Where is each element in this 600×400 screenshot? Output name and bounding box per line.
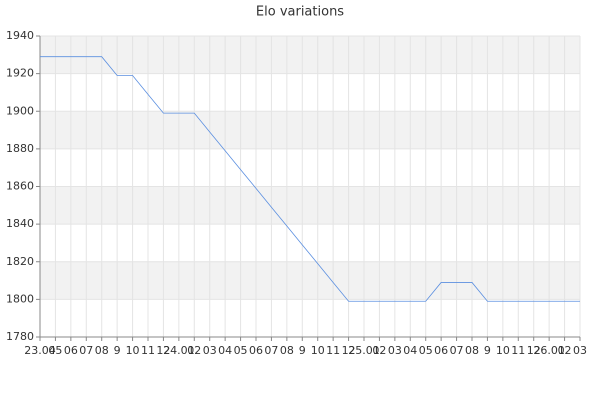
grid-band — [40, 261, 580, 300]
x-tick-label: 05 — [234, 344, 248, 357]
grid-band — [40, 36, 580, 74]
x-tick-label: 06 — [434, 344, 448, 357]
x-tick-label: 10 — [126, 344, 140, 357]
x-tick-label: 25.01 — [348, 344, 380, 357]
x-tick-label: 11 — [141, 344, 155, 357]
x-tick-label: 03 — [573, 344, 587, 357]
y-tick-label: 1900 — [6, 104, 34, 117]
x-tick-label: 04 — [403, 344, 417, 357]
y-tick-label: 1780 — [6, 330, 34, 343]
x-tick-label: 12 — [342, 344, 356, 357]
x-tick-label: 10 — [311, 344, 325, 357]
y-tick-label: 1880 — [6, 142, 34, 155]
x-tick-label: 04 — [218, 344, 232, 357]
x-tick-label: 12 — [527, 344, 541, 357]
x-tick-label: 9 — [299, 344, 306, 357]
x-tick-label: 05 — [48, 344, 62, 357]
y-tick-label: 1920 — [6, 67, 34, 80]
x-tick-label: 03 — [388, 344, 402, 357]
x-tick-label: 08 — [95, 344, 109, 357]
y-tick-label: 1840 — [6, 217, 34, 230]
y-tick-label: 1820 — [6, 255, 34, 268]
x-tick-label: 07 — [450, 344, 464, 357]
x-tick-label: 08 — [465, 344, 479, 357]
x-tick-label: 06 — [249, 344, 263, 357]
x-tick-label: 07 — [79, 344, 93, 357]
x-tick-label: 23.04 — [24, 344, 56, 357]
x-tick-label: 11 — [511, 344, 525, 357]
x-tick-label: 9 — [484, 344, 491, 357]
x-tick-label: 02 — [187, 344, 201, 357]
x-tick-label: 24.01 — [163, 344, 195, 357]
line — [40, 56, 580, 302]
chart-title: Elo variations — [256, 5, 344, 20]
grid-band — [40, 186, 580, 225]
x-tick-label: 06 — [64, 344, 78, 357]
y-tick-label: 1860 — [6, 180, 34, 193]
x-tick-label: 05 — [419, 344, 433, 357]
x-tick-label: 10 — [496, 344, 510, 357]
x-tick-label: 11 — [326, 344, 340, 357]
x-tick-label: 9 — [114, 344, 121, 357]
x-tick-label: 12 — [156, 344, 170, 357]
y-tick-label: 1800 — [6, 292, 34, 305]
x-tick-label: 02 — [558, 344, 572, 357]
x-tick-label: 07 — [264, 344, 278, 357]
x-tick-label: 26.01 — [533, 344, 565, 357]
x-tick-label: 03 — [203, 344, 217, 357]
x-tick-label: 02 — [372, 344, 386, 357]
grid-band — [40, 111, 580, 149]
x-tick-label: 08 — [280, 344, 294, 357]
y-tick-label: 1940 — [6, 29, 34, 42]
